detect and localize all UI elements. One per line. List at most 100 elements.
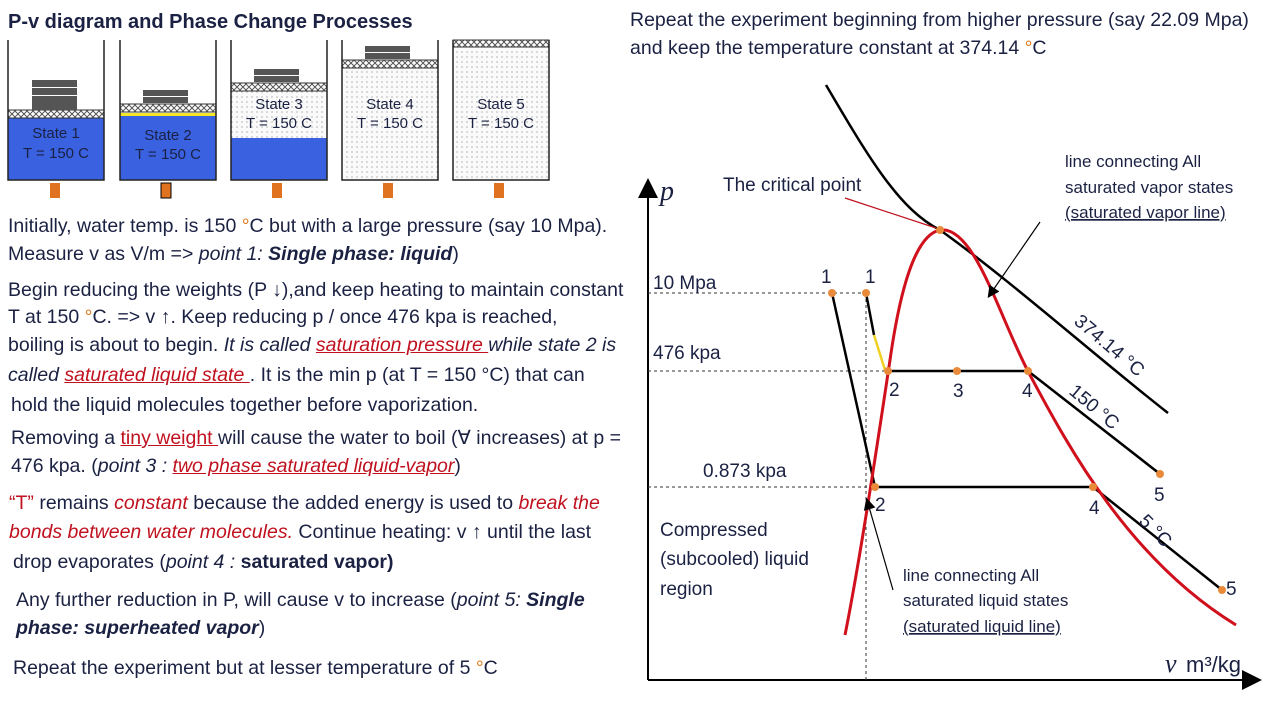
- text: C but with a large pressure (say 10 Mpa)…: [249, 215, 608, 237]
- text: Single phase: liquid: [268, 243, 453, 265]
- text: 476 kpa. (: [11, 455, 98, 477]
- text: while state 2 is: [488, 334, 617, 356]
- header-line: Repeat the experiment beginning from hig…: [630, 8, 1249, 32]
- text: Removing a: [11, 427, 121, 449]
- text-line: Removing a tiny weight will cause the wa…: [11, 426, 621, 450]
- header-line: and keep the temperature constant at 374…: [630, 36, 1047, 60]
- note: saturated liquid states: [903, 591, 1068, 610]
- text: tiny weight: [120, 427, 219, 449]
- text-line: Measure v as V/m => point 1: Single phas…: [8, 242, 459, 266]
- text: point 5:: [456, 589, 527, 611]
- pv-diagram: [638, 84, 1262, 690]
- text: constant: [114, 492, 194, 514]
- x-axis-unit: m³/kg: [1186, 652, 1241, 677]
- text: C: [1032, 37, 1047, 59]
- point-label: 2: [889, 380, 900, 401]
- state-temp: T = 150 C: [468, 115, 534, 132]
- text: Single: [526, 589, 585, 611]
- text: C. => v ↑. Keep reducing p / once 476 kp…: [92, 306, 558, 328]
- note: saturated vapor states: [1065, 178, 1233, 197]
- y-axis-label: p: [658, 176, 674, 207]
- text: Repeat the experiment but at lesser temp…: [13, 657, 476, 679]
- text-line: bonds between water molecules. Continue …: [9, 520, 591, 544]
- text: ): [454, 455, 461, 477]
- point-label: 5: [1154, 485, 1165, 506]
- text-line: 476 kpa. (point 3 : two phase saturated …: [11, 454, 461, 478]
- text: saturated vapor): [240, 551, 394, 573]
- pressure-label: 10 Mpa: [653, 273, 717, 294]
- text: It is called: [223, 334, 316, 356]
- state-label: State 4: [366, 96, 414, 113]
- text: saturation pressure: [315, 334, 489, 356]
- state-label: State 1: [32, 125, 80, 142]
- text: two phase saturated liquid-vapor: [172, 455, 455, 477]
- state-temp: T = 150 C: [23, 145, 89, 162]
- text: T at 150: [8, 306, 85, 328]
- text: remains: [33, 492, 115, 514]
- text-line: T at 150 °C. => v ↑. Keep reducing p / o…: [8, 305, 557, 329]
- point-label: 4: [1022, 381, 1033, 402]
- note: (saturated vapor line): [1065, 203, 1226, 222]
- state-temp: T = 150 C: [135, 146, 201, 163]
- text: Repeat the experiment beginning from hig…: [630, 9, 1249, 31]
- cylinder: State 1 T = 150 C: [7, 40, 105, 198]
- text: saturated liquid state: [64, 364, 250, 386]
- point-label: 1: [865, 267, 876, 288]
- text: hold the liquid molecules together befor…: [11, 394, 479, 416]
- text-line: Initially, water temp. is 150 °C but wit…: [8, 214, 607, 238]
- point-label: 5: [1226, 579, 1237, 600]
- text: boiling is about to begin.: [8, 334, 224, 356]
- cylinder: State 4 T = 150 C: [341, 40, 439, 198]
- text: Any further reduction in P, will cause v…: [16, 589, 457, 611]
- state-temp: T = 150 C: [246, 115, 312, 132]
- text-line: “T” remains constant because the added e…: [9, 491, 600, 515]
- text-line: Any further reduction in P, will cause v…: [16, 588, 585, 612]
- note: line connecting All: [903, 566, 1039, 585]
- note: (saturated liquid line): [903, 617, 1061, 636]
- text-line: boiling is about to begin. It is called …: [8, 333, 616, 357]
- state-label: State 3: [255, 96, 303, 113]
- text: drop evaporates (: [13, 551, 166, 573]
- state-label: State 2: [144, 127, 192, 144]
- text-line: called saturated liquid state . It is th…: [8, 363, 585, 387]
- cylinder: State 2 T = 150 C: [119, 40, 217, 199]
- text: point 4 :: [165, 551, 241, 573]
- text: °: [241, 215, 250, 237]
- isotherm-label: 374.14 °C: [1070, 311, 1148, 382]
- cylinder: State 5 T = 150 C: [452, 39, 550, 198]
- state-temp: T = 150 C: [357, 115, 423, 132]
- state-label: State 5: [477, 96, 525, 113]
- critical-point-label: The critical point: [723, 175, 862, 196]
- text: called: [8, 364, 65, 386]
- text: and keep the temperature constant at 374…: [630, 37, 1025, 59]
- text: Initially, water temp. is 150: [8, 215, 242, 237]
- text: “T”: [9, 492, 34, 514]
- title: P-v diagram and Phase Change Processes: [8, 11, 413, 33]
- region-label: region: [660, 579, 713, 600]
- text: . It is the min p (at T = 150 °C) that c…: [249, 364, 585, 386]
- pressure-label: 476 kpa: [653, 343, 721, 364]
- text: °: [475, 657, 484, 679]
- text: bonds between water molecules.: [9, 521, 293, 543]
- text: ): [258, 617, 266, 639]
- text: phase: superheated vapor: [16, 617, 259, 639]
- pressure-label: 0.873 kpa: [703, 461, 787, 482]
- x-axis-label: v: [1165, 649, 1177, 678]
- region-label: Compressed: [660, 520, 768, 541]
- text: °: [84, 306, 93, 328]
- text-line: drop evaporates (point 4 : saturated vap…: [13, 550, 393, 574]
- text: point 3 :: [97, 455, 173, 477]
- text: Measure v as V/m =>: [8, 243, 199, 265]
- text-line: Begin reducing the weights (P ↓),and kee…: [8, 278, 623, 302]
- text: because the added energy is used to: [193, 492, 519, 514]
- region-label: (subcooled) liquid: [660, 549, 809, 570]
- text: will cause the water to boil (∀ increase…: [218, 427, 622, 449]
- text: point 1:: [198, 243, 269, 265]
- text: break the: [518, 492, 600, 514]
- point-label: 2: [875, 495, 886, 516]
- note: line connecting All: [1065, 152, 1201, 171]
- text: C: [483, 657, 498, 679]
- cylinder: State 3 T = 150 C: [230, 40, 328, 198]
